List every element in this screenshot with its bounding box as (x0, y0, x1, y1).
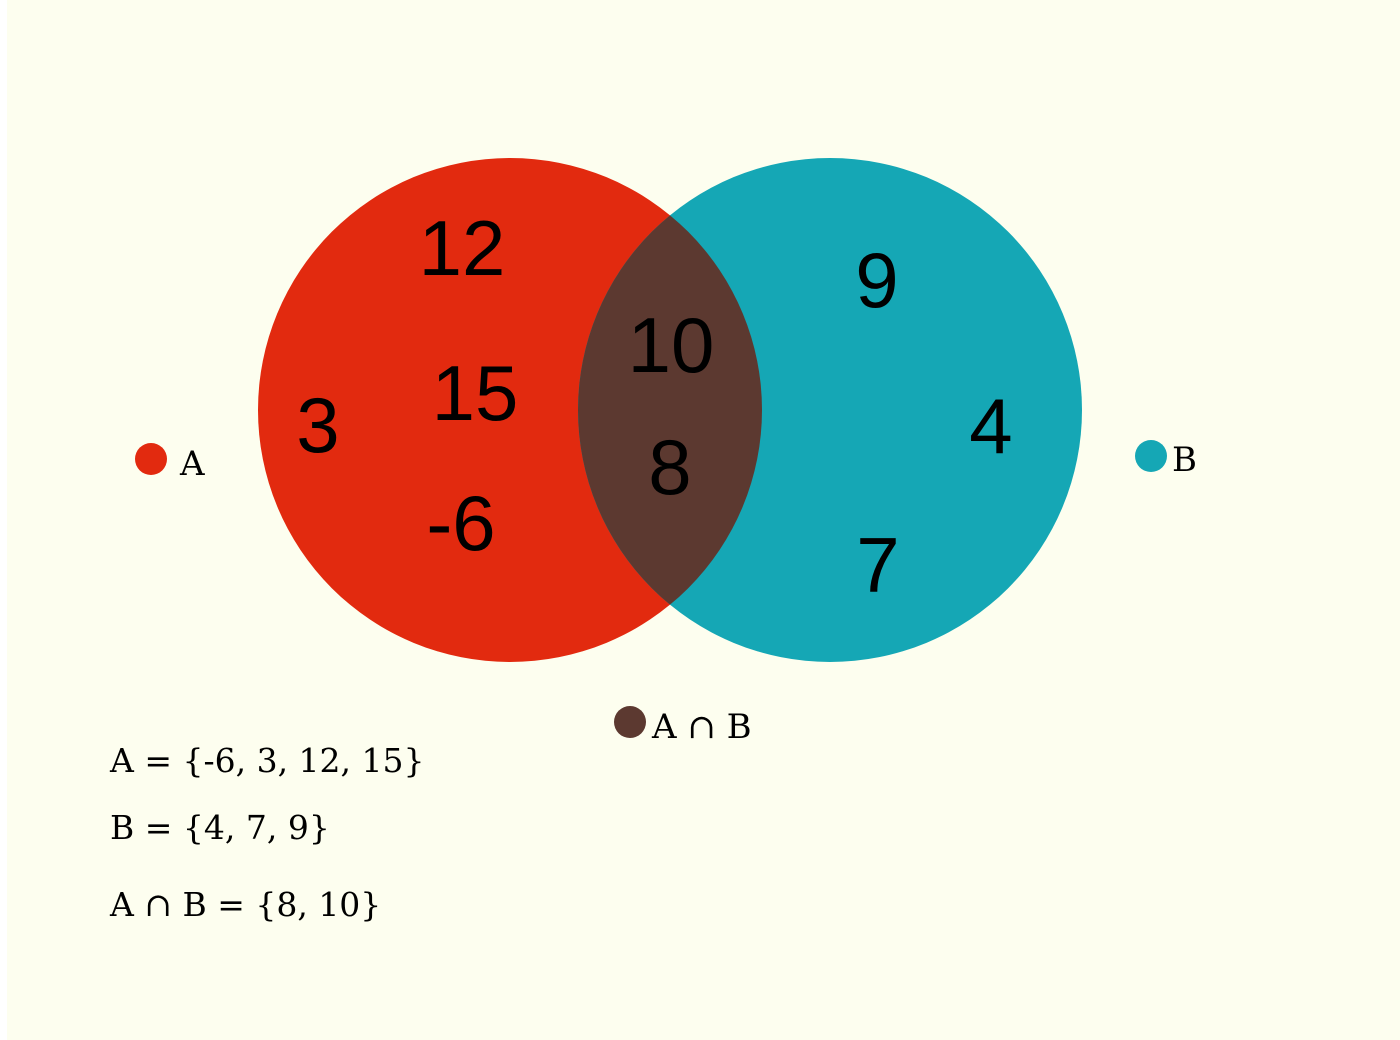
set-b-element-1: 9 (855, 236, 898, 324)
legend-intersection-swatch (614, 706, 646, 738)
legend-b-label: B (1172, 440, 1197, 480)
set-a-element-4: -6 (426, 479, 495, 567)
intersection-element-1: 10 (628, 301, 715, 389)
intersection-notation: A ∩ B = {8, 10} (109, 885, 381, 924)
intersection-element-2: 8 (648, 423, 691, 511)
set-a-element-1: 12 (419, 204, 506, 292)
intersection-region (578, 158, 762, 662)
set-a-notation: A = {-6, 3, 12, 15} (109, 741, 425, 780)
legend-a-label: A (179, 444, 205, 484)
legend-a-swatch (135, 443, 167, 475)
set-b-element-3: 7 (856, 521, 899, 609)
set-b-notation: B = {4, 7, 9} (110, 808, 330, 847)
set-a-element-2: 3 (296, 381, 339, 469)
set-a-element-3: 15 (432, 349, 519, 437)
set-b-element-2: 4 (969, 382, 1012, 470)
legend-b-swatch (1135, 440, 1167, 472)
legend-intersection-label: A ∩ B (651, 707, 752, 747)
